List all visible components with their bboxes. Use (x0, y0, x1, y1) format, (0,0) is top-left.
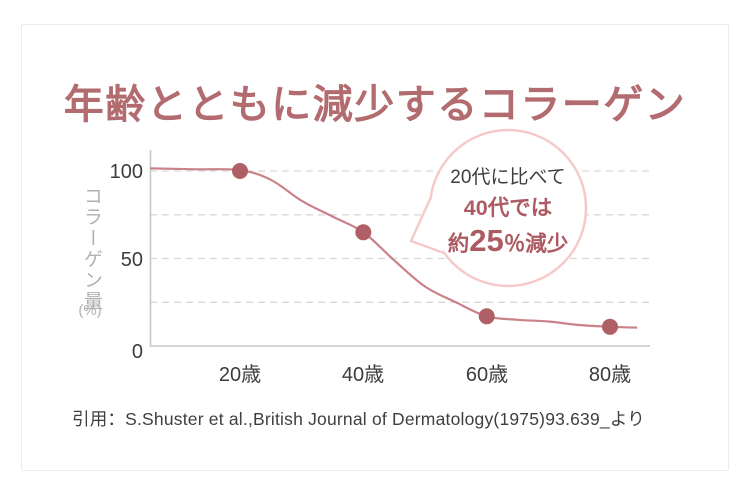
x-tick-20: 20歳 (218, 364, 262, 386)
annotation-suffix: ％減少 (503, 232, 569, 256)
x-tick-80: 80歳 (588, 364, 632, 386)
annotation-line-1: 20代に比べて (450, 167, 566, 188)
y-tick-50: 50 (120, 249, 143, 271)
y-tick-0: 0 (131, 341, 143, 363)
annotation-bubble-tail-fill (411, 197, 444, 253)
annotation-bubble-tail-outline (409, 195, 446, 255)
annotation-percent-number: 25 (469, 223, 504, 258)
data-point-20 (232, 163, 248, 179)
info-card (21, 24, 729, 471)
x-tick-60: 60歳 (465, 364, 509, 386)
collagen-curve (149, 167, 638, 329)
annotation-prefix: 約 (447, 232, 470, 256)
annotation-line-3: 約25％減少 (448, 224, 569, 261)
data-point-40 (355, 224, 372, 241)
y-axis-label: コラーゲン量 (81, 186, 102, 312)
y-axis-unit: (%) (78, 302, 102, 319)
data-point-60 (478, 308, 495, 325)
y-tick-100: 100 (109, 161, 143, 183)
data-point-80 (602, 318, 618, 335)
annotation-line-2: 40代では (463, 196, 553, 220)
annotation-bubble-text: 20代に比べて 40代では 約25％減少 (448, 162, 569, 261)
chart-title: 年齢とともに減少するコラーゲン (63, 83, 687, 127)
x-tick-40: 40歳 (341, 364, 385, 386)
citation-text: 引用：S.Shuster et al.,British Journal of D… (72, 409, 645, 429)
